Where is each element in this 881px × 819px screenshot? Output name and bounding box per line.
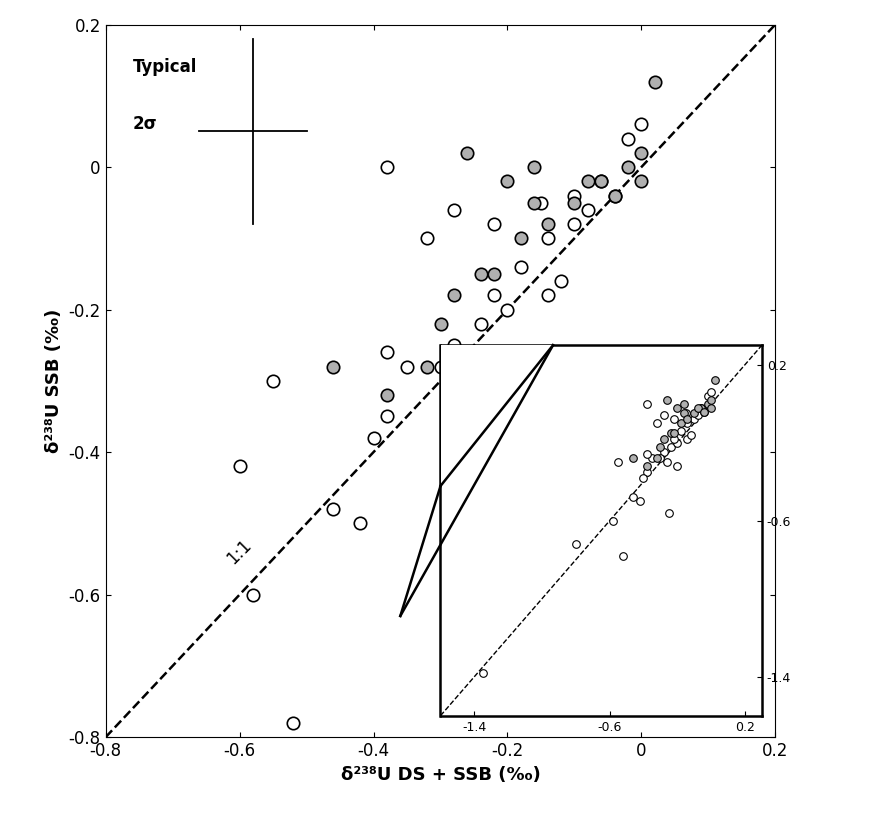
Point	[608, 189, 622, 202]
Point	[420, 232, 434, 245]
Point	[541, 218, 555, 231]
Point	[420, 360, 434, 373]
Point	[594, 174, 608, 188]
Point	[246, 588, 260, 601]
Point	[621, 161, 635, 174]
Point	[567, 189, 581, 202]
Point	[527, 161, 541, 174]
Point	[447, 339, 461, 352]
Point	[380, 161, 394, 174]
Point	[266, 374, 280, 387]
Point	[433, 317, 448, 330]
Point	[534, 196, 548, 209]
Text: Typical: Typical	[132, 58, 196, 76]
Point	[487, 267, 501, 280]
Point	[567, 218, 581, 231]
Point	[514, 260, 528, 274]
Point	[487, 218, 501, 231]
Point	[581, 203, 595, 216]
Point	[460, 374, 474, 387]
Text: 1:1: 1:1	[224, 536, 255, 568]
Point	[366, 432, 381, 445]
Point	[433, 360, 448, 373]
Point	[447, 289, 461, 302]
Point	[541, 289, 555, 302]
X-axis label: δ²³⁸U DS + SSB (‰): δ²³⁸U DS + SSB (‰)	[341, 766, 540, 784]
Point	[286, 717, 300, 730]
Point	[554, 274, 568, 287]
Point	[648, 75, 662, 88]
Point	[380, 388, 394, 401]
Point	[380, 346, 394, 359]
Point	[634, 147, 648, 160]
Point	[400, 360, 414, 373]
Point	[500, 303, 515, 316]
Point	[474, 317, 488, 330]
Point	[634, 118, 648, 131]
Text: 2σ: 2σ	[132, 115, 157, 133]
Point	[326, 503, 340, 516]
Point	[474, 267, 488, 280]
Point	[487, 289, 501, 302]
Point	[567, 196, 581, 209]
Point	[621, 132, 635, 145]
Point	[326, 360, 340, 373]
Point	[634, 174, 648, 188]
Point	[353, 517, 367, 530]
Point	[467, 559, 481, 572]
Point	[594, 174, 608, 188]
Point	[541, 232, 555, 245]
Point	[514, 232, 528, 245]
Point	[500, 388, 515, 401]
Polygon shape	[440, 346, 553, 486]
Point	[527, 196, 541, 209]
Point	[380, 410, 394, 423]
Point	[500, 174, 515, 188]
Point	[581, 174, 595, 188]
Point	[460, 147, 474, 160]
Y-axis label: δ²³⁸U SSB (‰): δ²³⁸U SSB (‰)	[45, 309, 63, 453]
Point	[608, 189, 622, 202]
Point	[447, 203, 461, 216]
Point	[233, 459, 247, 473]
